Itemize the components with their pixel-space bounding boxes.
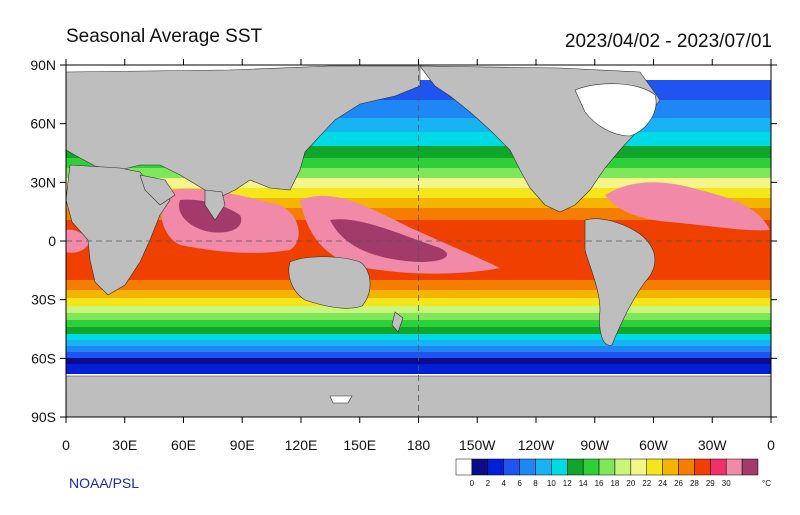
colorbar-swatch [678, 458, 695, 476]
colorbar-label: 10 [547, 479, 556, 488]
colorbar-label: 0 [470, 479, 475, 488]
lon-label: 90E [230, 437, 255, 453]
colorbar-label: 18 [610, 479, 619, 488]
map-title: Seasonal Average SST [66, 26, 263, 47]
colorbar-label: 22 [642, 479, 651, 488]
lat-label: 30S [31, 292, 56, 308]
colorbar-swatch [662, 458, 679, 476]
lat-label: 90N [30, 57, 56, 73]
lon-label: 90W [580, 437, 610, 453]
lat-label: 60S [31, 350, 56, 366]
colorbar-label: 26 [674, 479, 683, 488]
colorbar-label: 29 [706, 479, 715, 488]
colorbar-swatch [614, 458, 632, 476]
colorbar-swatch [630, 458, 647, 476]
lon-label: 120W [518, 437, 555, 453]
lat-label: 30N [30, 174, 56, 190]
credit-label: NOAA/PSL [69, 475, 139, 491]
colorbar-swatch [487, 458, 504, 476]
lon-label: 150E [343, 437, 376, 453]
colorbar-label: 24 [658, 479, 667, 488]
colorbar-swatch [567, 458, 584, 476]
lat-label: 0 [48, 233, 56, 249]
colorbar-swatch [551, 458, 568, 476]
lon-label: 60E [171, 437, 196, 453]
colorbar-swatch [725, 458, 743, 476]
colorbar-label: 14 [579, 479, 588, 488]
lat-label: 60N [30, 116, 56, 132]
colorbar-swatch [694, 458, 711, 476]
colorbar-swatch [535, 458, 552, 476]
colorbar-unit: °C [762, 479, 771, 488]
colorbar: 0 2 4 6 8 10 12 14 16 18 20 22 24 26 28 29 30 [455, 458, 759, 488]
lon-label: 150W [459, 437, 496, 453]
lon-label: 30E [112, 437, 137, 453]
colorbar-swatch [741, 458, 759, 476]
colorbar-label: 30 [722, 479, 731, 488]
colorbar-label: 6 [517, 479, 522, 488]
colorbar-swatch [519, 458, 536, 476]
colorbar-label: 4 [501, 479, 506, 488]
colorbar-swatch [503, 458, 520, 476]
lon-label: 0 [62, 437, 70, 453]
colorbar-swatch [455, 458, 473, 476]
lon-label: 120E [285, 437, 318, 453]
lon-label: 180 [407, 437, 431, 453]
colorbar-label: 16 [595, 479, 604, 488]
colorbar-label: 2 [486, 479, 491, 488]
colorbar-label: 20 [626, 479, 635, 488]
colorbar-swatch [582, 458, 600, 476]
lat-label: 90S [31, 409, 56, 425]
longitude-axis: 0 30E 60E 90E 120E 150E 180 150W 120W 90W 60W 30W 0 [62, 59, 775, 453]
lon-label: 60W [639, 437, 669, 453]
sst-plot-area [66, 65, 771, 417]
colorbar-label: 28 [690, 479, 699, 488]
date-range: 2023/04/02 - 2023/07/01 [565, 31, 772, 52]
colorbar-swatch [646, 458, 663, 476]
warm-pool-regions [66, 182, 770, 274]
colorbar-swatch [710, 458, 727, 476]
colorbar-swatch [598, 458, 616, 476]
colorbar-label: 8 [533, 479, 538, 488]
latitude-axis: 90N 60N 30N 0 30S 60S 90S [30, 57, 777, 425]
colorbar-swatch [471, 458, 489, 476]
colorbar-label: 12 [563, 479, 572, 488]
lon-label: 0 [767, 437, 775, 453]
lon-label: 30W [698, 437, 728, 453]
